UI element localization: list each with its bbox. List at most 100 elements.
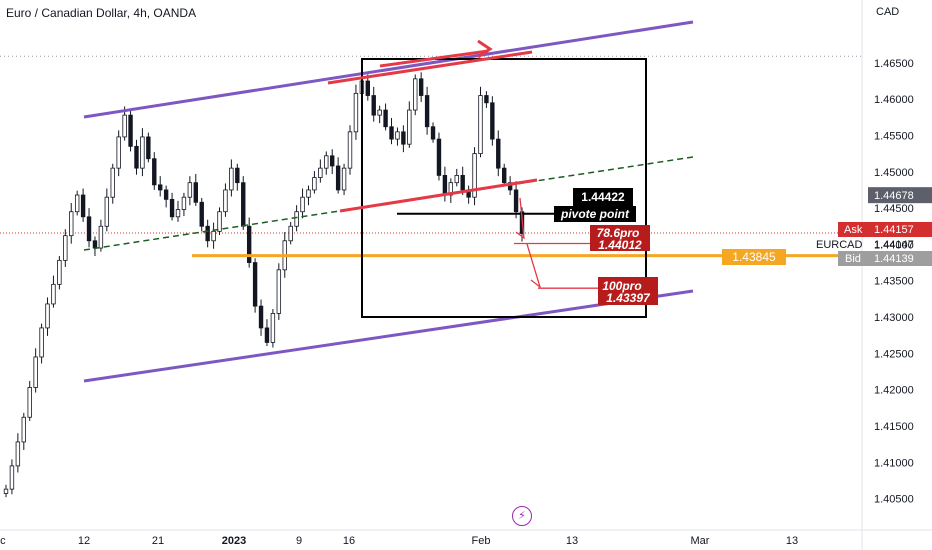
currency-label: CAD	[876, 6, 900, 18]
candle-body	[294, 211, 299, 227]
candle-body	[472, 153, 477, 198]
candle-body	[158, 184, 163, 191]
upper-channel-line	[83, 20, 694, 119]
candle-body	[401, 131, 406, 145]
candle-body	[496, 138, 501, 169]
y-tick-label: 1.43000	[874, 312, 914, 324]
x-tick-label: 16	[343, 535, 355, 547]
y-tick-label: 1.41500	[874, 421, 914, 433]
candle-body	[175, 209, 181, 218]
candle-body	[347, 131, 353, 169]
candle-body	[418, 78, 424, 96]
candle-body	[306, 189, 311, 198]
symbol-label: EURCAD	[816, 239, 863, 251]
candle-body	[484, 95, 489, 104]
candle-body	[288, 225, 293, 242]
axes: 1.40500 1.41000 1.41500 1.42000 1.42500 1.430…	[0, 58, 932, 547]
level-tag-box	[722, 249, 786, 265]
candle-body	[300, 196, 305, 213]
y-tick-label: 1.46500	[874, 58, 914, 70]
dashed-trendline	[83, 156, 694, 251]
lower-channel-line	[83, 289, 694, 383]
mid-value: 1.44147	[874, 239, 914, 251]
x-tick-label: Mar	[691, 535, 710, 547]
bid-label-box	[838, 251, 868, 266]
candle-body	[454, 175, 459, 184]
candle-body	[335, 165, 341, 191]
candle-body	[223, 189, 228, 213]
candle-body	[229, 167, 234, 191]
x-tick-label: 13	[786, 535, 798, 547]
fib100-value: 1.43397	[606, 291, 651, 305]
ask-value-box	[868, 222, 932, 237]
candle-body	[86, 216, 92, 242]
candle-body	[140, 136, 145, 169]
chart-title: Euro / Canadian Dollar, 4h, OANDA	[6, 6, 197, 20]
red-resistance-line	[327, 50, 533, 85]
candle-body	[39, 327, 44, 358]
ask-label: Ask	[844, 224, 863, 236]
candle-body	[353, 92, 359, 133]
y-tick-label: 1.41000	[874, 457, 914, 469]
candle-body	[241, 182, 246, 227]
candle-body	[51, 283, 56, 305]
candle-body	[330, 155, 335, 167]
fib100-box	[598, 277, 658, 305]
candle-body	[502, 167, 507, 184]
flash-icon[interactable]: ⚡	[512, 506, 532, 526]
x-tick-label: 9	[296, 535, 302, 547]
projection-arrow-2	[526, 243, 542, 289]
range-box	[361, 58, 647, 318]
candle-body	[122, 114, 127, 138]
candle-body	[389, 126, 394, 140]
x-tick-label: 21	[152, 535, 164, 547]
x-tick-label: 2023	[222, 535, 246, 547]
red-top-line	[379, 49, 489, 68]
candle-body	[270, 312, 276, 343]
fib786-box	[590, 225, 650, 251]
candle-body	[80, 194, 86, 218]
candle-body	[169, 198, 175, 218]
bid-value: 1.44139	[874, 253, 914, 265]
candle-body	[193, 182, 198, 203]
candle-body	[104, 196, 110, 227]
candle-body	[460, 175, 465, 191]
candle-body	[9, 465, 15, 490]
candle-body	[365, 80, 370, 96]
candle-body	[205, 225, 210, 242]
candle-body	[312, 177, 317, 191]
x-tick-label: 13	[566, 535, 578, 547]
candle-body	[187, 182, 193, 198]
candle-body	[252, 262, 258, 307]
candle-body	[92, 240, 98, 249]
candle-body	[264, 327, 270, 343]
x-tick-label: 12	[78, 535, 90, 547]
candle-body	[134, 145, 139, 169]
candle-body	[258, 305, 264, 329]
y-tick-label: 1.45000	[874, 167, 914, 179]
ask-value: 1.44157	[874, 224, 914, 236]
candle-body	[424, 95, 430, 128]
fib100-title: 100pro	[602, 279, 641, 293]
y-tick-label: 1.43500	[874, 276, 914, 288]
candle-body	[27, 387, 32, 418]
candle-body	[3, 488, 9, 494]
pivot-value-box	[573, 188, 633, 206]
candle-body	[246, 225, 252, 263]
red-neckline	[339, 178, 538, 213]
candle-body	[324, 155, 329, 169]
candle-body	[371, 95, 376, 116]
y-tick-label: 1.42500	[874, 348, 914, 360]
candle-body	[128, 114, 133, 147]
candle-body	[507, 182, 513, 191]
candle-body	[116, 136, 121, 169]
bid-value-box	[868, 251, 932, 266]
candle-body	[217, 211, 222, 232]
y-tick-label: 1.44000	[874, 239, 914, 251]
bid-label: Bid	[845, 253, 861, 265]
candle-body	[15, 441, 21, 467]
candle-body	[21, 416, 26, 443]
